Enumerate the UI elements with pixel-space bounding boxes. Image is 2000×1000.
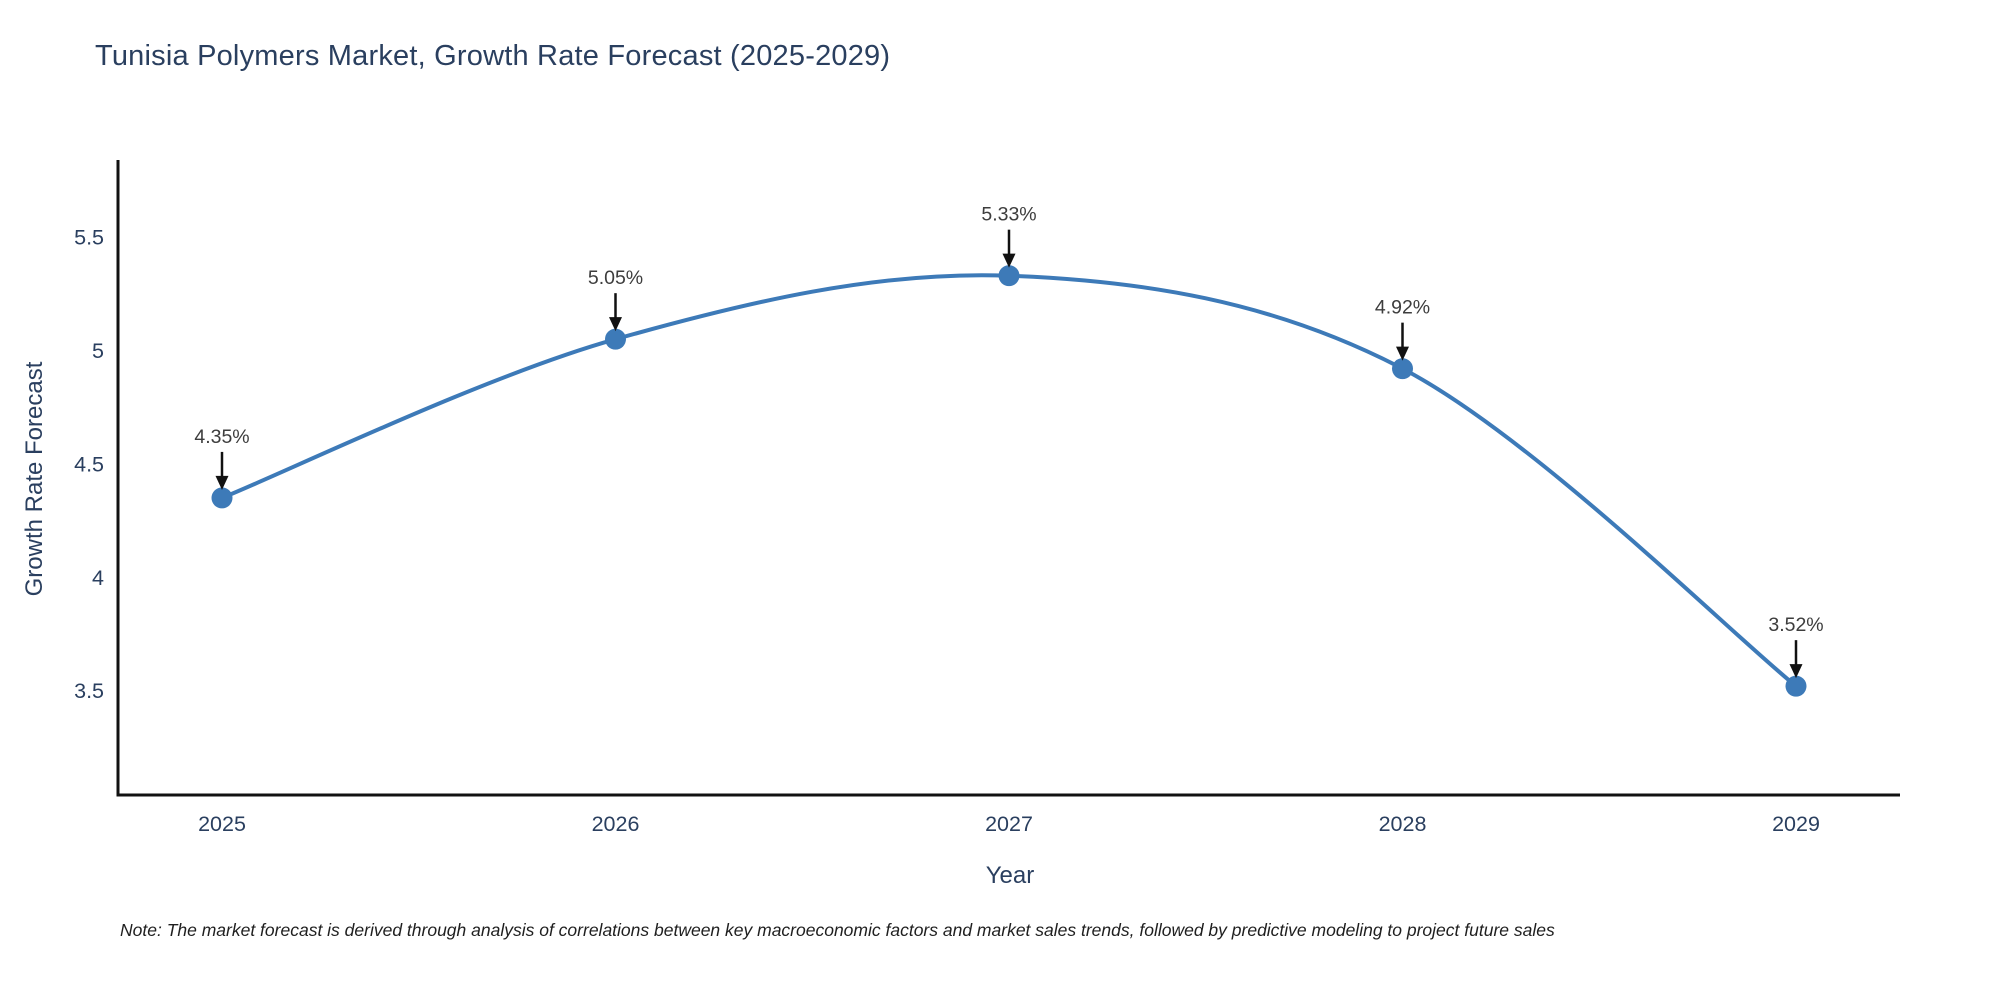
data-point-marker[interactable] [605, 328, 626, 350]
x-tick-label: 2028 [1379, 812, 1427, 836]
y-tick-label: 5.5 [74, 226, 104, 250]
y-tick-label: 5 [92, 339, 104, 363]
data-point-label: 4.35% [194, 426, 249, 448]
annotation-arrowhead [1396, 346, 1409, 361]
annotation-arrowhead [1789, 664, 1803, 679]
data-point-marker[interactable] [1785, 675, 1807, 697]
annotation-arrowhead [1002, 253, 1016, 268]
data-point-label: 3.52% [1768, 614, 1823, 636]
chart-title: Tunisia Polymers Market, Growth Rate For… [95, 40, 891, 72]
data-point-label: 5.05% [588, 267, 643, 289]
annotation-arrowhead [215, 475, 229, 490]
data-point-label: 5.33% [981, 204, 1036, 226]
x-tick-label: 2025 [198, 812, 246, 836]
y-axis-title: Growth Rate Forecast [21, 361, 48, 597]
footnote: Note: The market forecast is derived thr… [120, 920, 1555, 940]
y-tick-label: 4 [92, 566, 104, 590]
data-point-marker[interactable] [211, 487, 233, 509]
annotation-arrowhead [609, 317, 622, 332]
data-point-marker[interactable] [998, 265, 1020, 287]
y-tick-label: 3.5 [74, 679, 104, 703]
y-tick-label: 4.5 [74, 452, 104, 476]
x-tick-label: 2029 [1772, 812, 1820, 836]
x-axis-title: Year [985, 862, 1035, 889]
data-point-label: 4.92% [1375, 297, 1430, 319]
x-tick-label: 2026 [592, 812, 640, 836]
x-tick-label: 2027 [985, 812, 1033, 836]
data-point-marker[interactable] [1392, 358, 1413, 380]
trend-line [220, 273, 1798, 689]
